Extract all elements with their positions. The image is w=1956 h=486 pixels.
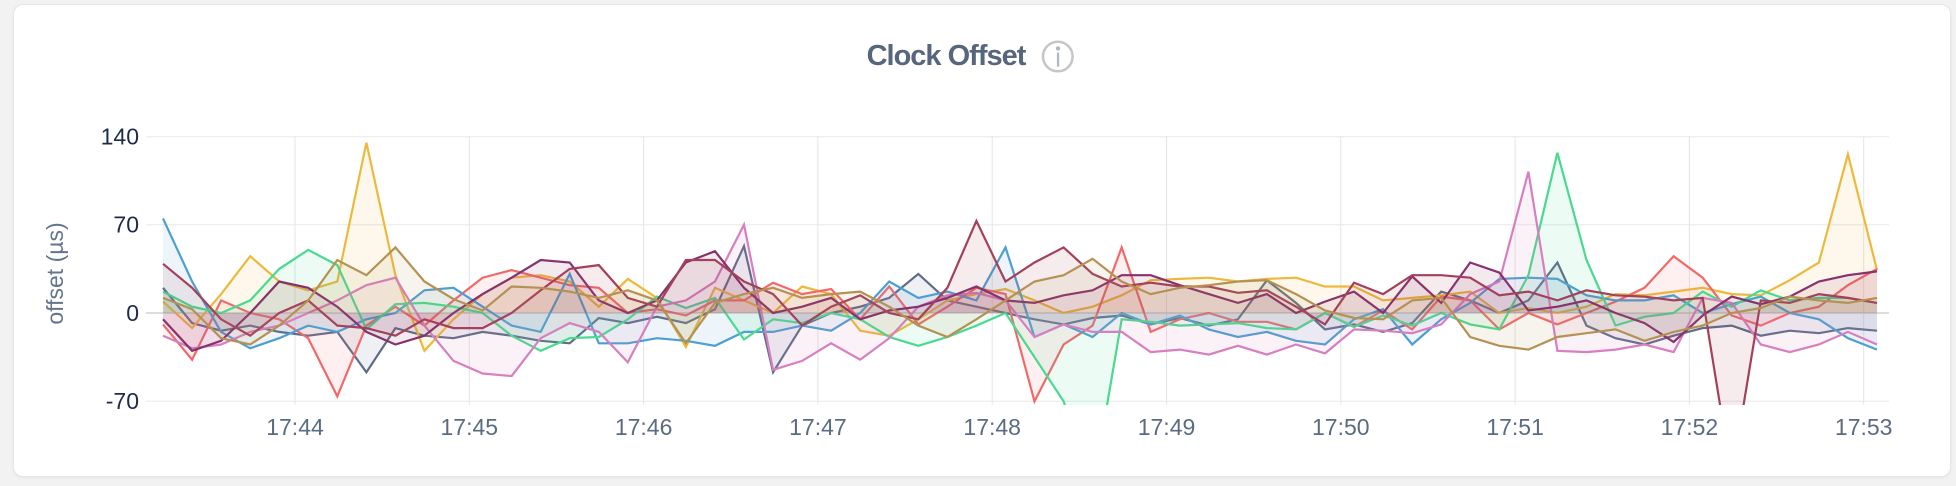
- svg-text:70: 70: [113, 212, 139, 238]
- svg-text:0: 0: [126, 300, 139, 326]
- svg-text:Clock Offset: Clock Offset: [867, 40, 1027, 72]
- svg-text:17:51: 17:51: [1486, 414, 1544, 440]
- svg-text:offset (µs): offset (µs): [42, 222, 68, 324]
- svg-text:17:50: 17:50: [1312, 414, 1370, 440]
- svg-text:17:45: 17:45: [441, 414, 499, 440]
- svg-text:17:44: 17:44: [266, 414, 324, 440]
- svg-text:17:53: 17:53: [1835, 414, 1893, 440]
- svg-text:17:47: 17:47: [789, 414, 847, 440]
- svg-text:17:49: 17:49: [1138, 414, 1196, 440]
- svg-text:-70: -70: [106, 388, 139, 414]
- svg-text:17:52: 17:52: [1661, 414, 1719, 440]
- svg-text:17:48: 17:48: [963, 414, 1021, 440]
- svg-text:140: 140: [101, 124, 139, 150]
- svg-text:17:46: 17:46: [615, 414, 673, 440]
